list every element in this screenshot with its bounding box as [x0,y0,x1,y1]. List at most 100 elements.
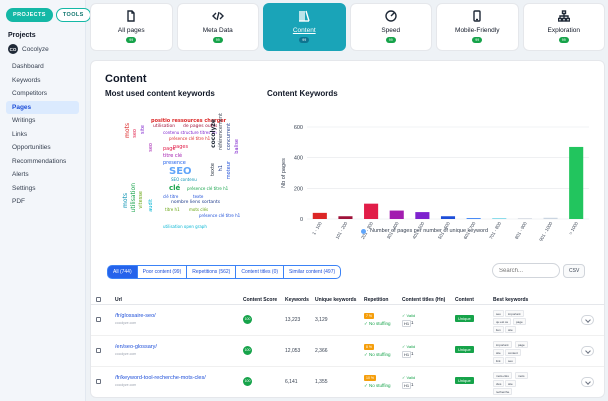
y-tick-label: 0 [300,217,303,223]
h1-count: 1 [411,382,414,387]
repetition-badge: 7 % [364,313,375,319]
col-content-titles[interactable]: Content titles (Hn) [402,297,446,303]
best-keyword-tag: important [505,310,524,317]
row-url[interactable]: /fr/keyword-tool-recherche-mots-cles/ [115,375,206,381]
row-url[interactable]: /fr/glossaire-seo/ [115,313,156,319]
card-speed[interactable]: Speed 99 [349,3,432,51]
row-checkbox[interactable] [96,379,101,384]
projects-tab[interactable]: PROJECTS [6,8,53,22]
sidebar-item-writings[interactable]: Writings [12,117,36,124]
content-panel: Content Most used content keywords Conte… [90,60,605,398]
best-keyword-tag: lien [493,326,504,333]
card-label: Content [292,27,316,34]
wordcloud-heading: Most used content keywords [105,89,215,98]
cloud-word: texte [210,163,216,176]
card-mobile-friendly[interactable]: Mobile-Friendly 99 [436,3,519,51]
books-icon [264,10,345,24]
card-label: Speed [381,27,401,34]
x-tick-label: 801 - 900 [514,221,528,240]
filter-similar-content[interactable]: Similar content (497) [283,265,342,279]
cloud-word: utilisation [153,124,176,129]
repetition-badge: 8 % [364,344,375,350]
row-checkbox[interactable] [96,317,101,322]
cloud-word: clé titre [163,194,179,199]
best-keyword-tag: qu est ce [493,318,512,325]
content-unique-badge: Unique [455,377,474,384]
col-unique-keywords[interactable]: Unique keywords [315,297,357,303]
card-badge: 99 [558,37,569,43]
col-url[interactable]: Url [115,297,122,303]
col-content-score[interactable]: Content Score [243,297,278,303]
chart-bar [440,216,456,219]
content-score-badge: 100 [243,377,252,386]
page-title: Content [105,73,147,85]
row-unique-keywords: 1,355 [315,379,328,385]
filter-content-titles[interactable]: Content titles (0) [235,265,285,279]
col-keywords[interactable]: Keywords [285,297,309,303]
best-keyword-tag: seo [505,357,516,364]
table-row: /fr/glossaire-seo/ cocolyze.com 100 13,2… [91,305,604,336]
chart-bar [389,210,404,219]
row-keywords: 6,141 [285,379,298,385]
sidebar-item-opportunities[interactable]: Opportunities [12,144,51,151]
content-filters: All (744) Poor content (99) Repetitions … [107,265,342,279]
cloud-word: présence clé titre h1 [169,136,211,141]
sidebar-item-dashboard[interactable]: Dashboard [12,63,44,70]
cloud-word: seo [132,129,138,138]
titles-valid-status: ✓ Valid [402,375,416,380]
select-all-checkbox[interactable] [96,297,101,302]
filter-repetitions[interactable]: Repetitions (562) [186,265,237,279]
cloud-word: balise [234,139,240,154]
titles-valid-status: ✓ Valid [402,313,416,318]
best-keyword-tag: content [505,349,521,356]
row-url-domain: cocolyze.com [115,383,137,387]
sidebar-item-alerts[interactable]: Alerts [12,171,29,178]
col-repetition[interactable]: Repetition [364,297,389,303]
project-selector[interactable]: CO Cocolyze [8,44,79,54]
cloud-word: titre h1 [165,207,180,212]
filter-all[interactable]: All (744) [107,265,138,279]
card-all-pages[interactable]: All pages 99 [90,3,173,51]
y-tick-label: 400 [294,156,303,162]
card-meta-data[interactable]: Meta Data 99 [176,3,259,51]
repetition-badge: 10 % [364,375,376,381]
row-expand-button[interactable] [581,346,594,356]
best-keyword-tag: site [505,326,516,333]
chart-legend[interactable]: Number of pages per number of unique key… [361,228,488,234]
chart-bar [569,146,584,219]
keyword-wordcloud: positio ressources charger utilisation d… [122,103,263,233]
row-expand-button[interactable] [581,377,594,387]
stuffing-status: ✓ No stuffing [364,352,391,357]
col-best-keywords[interactable]: Best keywords [493,297,529,303]
row-checkbox[interactable] [96,348,101,353]
row-url-domain: cocolyze.com [115,352,137,356]
sidebar-item-keywords[interactable]: Keywords [12,76,41,84]
row-expand-button[interactable] [581,315,594,325]
card-content[interactable]: Content 99 [263,3,346,51]
sidebar-item-recommendations[interactable]: Recommendations [12,157,67,165]
card-exploration[interactable]: Exploration 99 [522,3,605,51]
sidebar-item-links[interactable]: Links [12,130,28,138]
best-keyword-tag: mots-clés [493,372,512,379]
sidebar-item-settings[interactable]: Settings [12,184,36,192]
cloud-word: clé [169,184,181,192]
card-label: Exploration [547,27,581,34]
legend-label: Number of pages per number of unique key… [370,228,489,234]
x-tick-label: 701 - 800 [488,221,502,240]
sidebar-item-pdf[interactable]: PDF [12,198,25,205]
cloud-word: SEO [169,166,192,177]
sidebar-item-competitors[interactable]: Competitors [12,90,48,97]
card-badge: 99 [126,37,137,43]
row-url[interactable]: /en/seo-glossary/ [115,344,157,350]
cloud-word: vitesse [138,191,144,209]
col-content[interactable]: Content [455,297,474,303]
csv-export-button[interactable]: CSV [563,264,586,278]
sidebar-item-pages[interactable]: Pages [6,100,79,114]
y-tick-label: 600 [294,125,303,131]
filter-poor-content[interactable]: Poor content (99) [136,265,188,279]
best-keyword-tag: link [493,357,504,364]
tools-tab[interactable]: TOOLS [55,8,91,22]
card-badge: 99 [299,37,310,43]
search-input[interactable] [492,263,560,278]
cloud-word: h1 [218,165,224,172]
